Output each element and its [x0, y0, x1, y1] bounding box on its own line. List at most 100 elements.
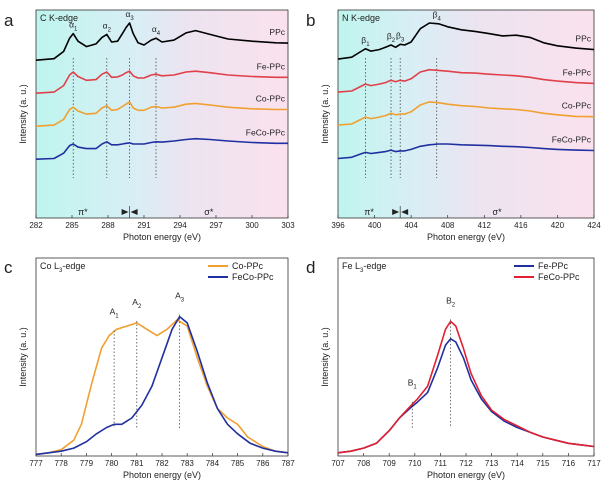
- y-axis-label: Intensity (a. u.): [18, 84, 28, 144]
- peak-label: B1: [408, 378, 418, 391]
- x-axis-label: Photon energy (eV): [427, 232, 505, 242]
- pi-star-label: π*: [78, 207, 88, 217]
- region-arrow-right: [401, 209, 409, 215]
- series-line-ppc: [35, 22, 289, 61]
- x-tick-label: 297: [209, 221, 223, 230]
- y-axis-label: Intensity (a. u.): [18, 327, 28, 387]
- x-tick-label: 715: [536, 459, 550, 468]
- x-axis-label: Photon energy (eV): [123, 470, 201, 480]
- x-tick-label: 408: [441, 221, 455, 230]
- x-tick-label: 779: [80, 459, 94, 468]
- series-label-fe-ppc: Fe-PPc: [257, 61, 286, 71]
- legend-entry-feco-ppc: FeCo-PPc: [232, 272, 274, 282]
- sigma-star-label: σ*: [493, 207, 503, 217]
- x-tick-label: 396: [331, 221, 345, 230]
- series-line-co-ppc: [35, 318, 289, 456]
- panel-a-title: C K-edge: [40, 13, 78, 23]
- x-tick-label: 708: [357, 459, 371, 468]
- x-tick-label: 707: [331, 459, 345, 468]
- series-label-ppc: PPc: [269, 27, 285, 37]
- legend-entry-co-ppc: Co-PPc: [232, 261, 264, 271]
- series-label-feco-ppc: FeCo-PPc: [246, 127, 286, 137]
- x-tick-label: 786: [256, 459, 270, 468]
- panel-letter-c: c: [4, 258, 13, 277]
- x-tick-label: 300: [245, 221, 259, 230]
- x-tick-label: 716: [562, 459, 576, 468]
- x-tick-label: 717: [587, 459, 601, 468]
- peak-label: B2: [446, 295, 456, 308]
- x-tick-label: 785: [231, 459, 245, 468]
- panel-letter-b: b: [306, 11, 315, 30]
- panel-letter-a: a: [4, 11, 14, 30]
- peak-label: β2: [387, 31, 396, 44]
- x-tick-label: 711: [434, 459, 447, 468]
- x-tick-label: 781: [130, 459, 144, 468]
- region-arrow-left: [121, 209, 129, 215]
- peak-label: α2: [103, 20, 112, 33]
- y-axis-label: Intensity (a. u.): [320, 84, 330, 144]
- series-label-co-ppc: Co-PPc: [562, 101, 592, 111]
- legend-entry-fe-ppc: Fe-PPc: [538, 261, 569, 271]
- series-label-feco-ppc: FeCo-PPc: [552, 135, 592, 145]
- series-label-co-ppc: Co-PPc: [256, 94, 286, 104]
- x-tick-label: 424: [587, 221, 601, 230]
- peak-label: A2: [132, 297, 142, 310]
- series-label-ppc: PPc: [575, 34, 591, 44]
- peak-label: β4: [433, 10, 442, 23]
- x-tick-label: 782: [155, 459, 169, 468]
- x-tick-label: 400: [368, 221, 382, 230]
- x-tick-label: 291: [137, 221, 151, 230]
- series-line-fe-ppc: [35, 70, 288, 94]
- peak-label: β1: [361, 35, 370, 48]
- x-tick-label: 412: [478, 221, 492, 230]
- x-tick-label: 420: [551, 221, 565, 230]
- series-line-fe-ppc: [337, 68, 595, 93]
- x-axis-label: Photon energy (eV): [427, 470, 505, 480]
- series-line-feco-ppc: [337, 320, 595, 454]
- x-tick-label: 784: [206, 459, 220, 468]
- x-tick-label: 404: [404, 221, 418, 230]
- pi-star-label: π*: [364, 207, 374, 217]
- panel-c-title: Co L3-edge: [40, 261, 85, 274]
- x-tick-label: 780: [105, 459, 119, 468]
- region-arrow-right: [130, 209, 138, 215]
- panel-letter-d: d: [306, 258, 315, 277]
- x-tick-label: 783: [181, 459, 195, 468]
- series-line-co-ppc: [337, 101, 595, 126]
- series-label-fe-ppc: Fe-PPc: [563, 67, 592, 77]
- peak-label: β3: [396, 30, 405, 43]
- panel-a-background: [36, 10, 288, 218]
- x-tick-label: 709: [383, 459, 397, 468]
- x-tick-label: 714: [511, 459, 525, 468]
- x-tick-label: 710: [408, 459, 422, 468]
- panel-d-title: Fe L3-edge: [342, 261, 386, 274]
- x-tick-label: 787: [281, 459, 295, 468]
- legend-entry-feco-ppc: FeCo-PPc: [538, 272, 580, 282]
- panel-a-frame: [35, 9, 289, 219]
- series-line-feco-ppc: [337, 143, 595, 160]
- sigma-star-label: σ*: [204, 207, 214, 217]
- x-tick-label: 282: [29, 221, 43, 230]
- peak-label: α1: [69, 20, 78, 33]
- peak-label: A3: [175, 291, 185, 304]
- peak-label: α3: [125, 9, 134, 22]
- x-tick-label: 777: [29, 459, 43, 468]
- x-tick-label: 778: [55, 459, 69, 468]
- x-tick-label: 294: [173, 221, 187, 230]
- panel-b-frame: [337, 9, 595, 219]
- peak-label: A1: [110, 306, 120, 319]
- series-line-ppc: [337, 22, 595, 60]
- region-arrow-left: [392, 209, 400, 215]
- x-tick-label: 713: [485, 459, 499, 468]
- x-tick-label: 303: [281, 221, 295, 230]
- x-axis-label: Photon energy (eV): [123, 232, 201, 242]
- peak-label: α4: [152, 24, 161, 37]
- x-tick-label: 288: [101, 221, 115, 230]
- panel-b-title: N K-edge: [342, 13, 380, 23]
- x-tick-label: 712: [459, 459, 473, 468]
- series-line-feco-ppc: [35, 137, 288, 160]
- x-tick-label: 285: [65, 221, 79, 230]
- x-tick-label: 416: [514, 221, 528, 230]
- y-axis-label: Intensity (a. u.): [320, 327, 330, 387]
